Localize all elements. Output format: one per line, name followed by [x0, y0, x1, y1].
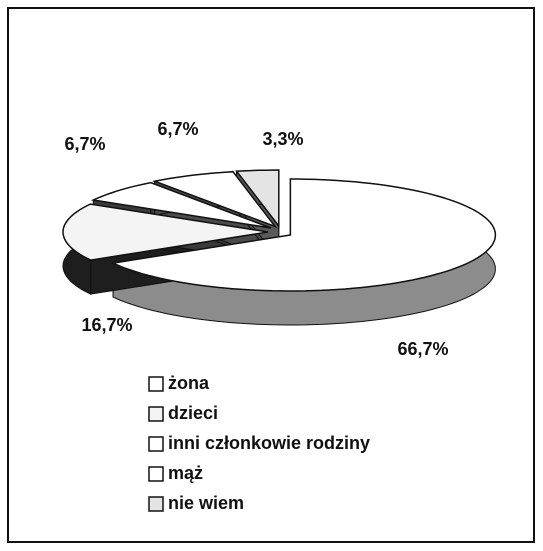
- slice: [235, 169, 280, 229]
- legend-swatch: [148, 496, 164, 512]
- data-label: 16,7%: [81, 315, 132, 335]
- data-label: 66,7%: [397, 339, 448, 359]
- legend-swatch: [148, 406, 164, 422]
- slice: [110, 178, 497, 292]
- slice: [151, 170, 278, 229]
- data-label: 6,7%: [64, 134, 105, 154]
- legend-label: mąż: [168, 463, 203, 483]
- legend-swatch: [148, 436, 164, 452]
- data-label: 6,7%: [157, 119, 198, 139]
- legend-swatch: [148, 466, 164, 482]
- legend-label: dzieci: [168, 403, 218, 423]
- slice: [62, 203, 269, 261]
- legend-label: inni członkowie rodziny: [168, 433, 370, 453]
- data-label: 3,3%: [262, 129, 303, 149]
- legend-swatch: [148, 376, 164, 392]
- legend-label: nie wiem: [168, 493, 244, 513]
- legend-label: żona: [168, 373, 210, 393]
- slice: [90, 181, 272, 229]
